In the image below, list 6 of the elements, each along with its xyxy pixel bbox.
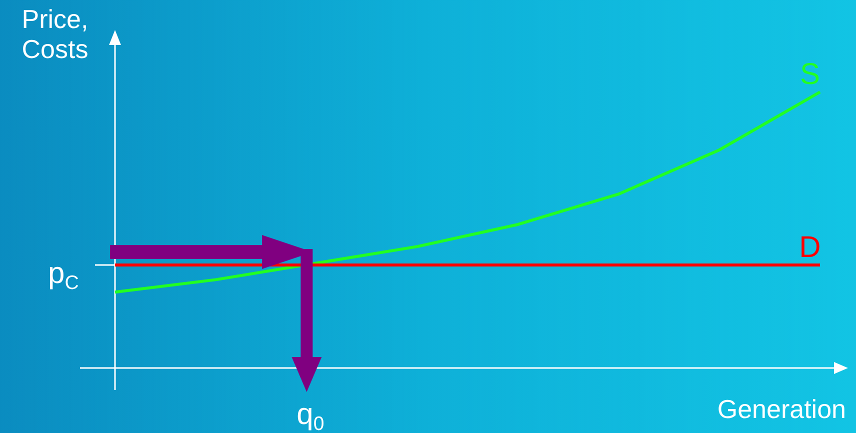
series-label: D <box>799 231 821 264</box>
text: q$_{0}$ <box>296 398 324 433</box>
series-label: S <box>800 58 820 91</box>
x-axis-title: Generation <box>717 394 846 424</box>
text: p$_{C}$ <box>48 257 79 294</box>
y-axis-title: Price, Costs <box>22 4 88 64</box>
